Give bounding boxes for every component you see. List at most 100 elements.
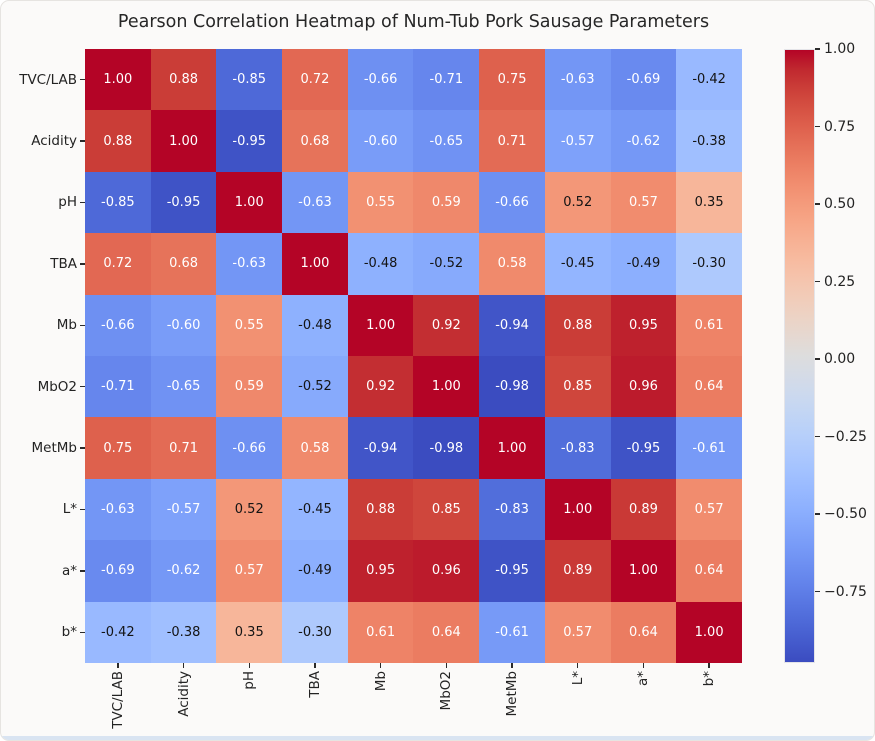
cell-value: -0.60 [363,133,398,149]
cell-value: 0.35 [694,194,724,210]
heatmap-cell-mbo2-tba: -0.52 [282,356,348,418]
cell-value: 0.52 [234,501,264,517]
x-tick-label-text: Acidity [175,671,192,717]
x-tick-mark [642,663,645,668]
x-tick-mark [577,663,579,668]
cell-value: -0.83 [495,501,529,517]
heatmap-cell-metmb-tba: 0.58 [282,417,348,479]
heatmap-cell-l-tba: -0.45 [282,478,348,541]
heatmap-cell-acidity-tvc-lab: 0.88 [85,110,151,172]
cell-value: 0.88 [563,317,593,333]
x-tick-label-text: TVC/LAB [109,671,126,729]
heatmap-cell-acidity-b: -0.38 [676,110,742,172]
heatmap-cell-a-l: 0.89 [544,540,611,602]
y-tick-mark [80,508,85,511]
heatmap-cell-metmb-acidity: 0.71 [150,417,217,479]
cell-value: 0.57 [694,501,724,517]
cell-value: -0.98 [429,440,464,456]
cell-value: 1.00 [234,194,264,210]
y-tick-mark [80,263,85,265]
cell-value: 0.64 [431,624,461,640]
heatmap-cell-metmb-mbo2: -0.98 [413,417,480,479]
heatmap-cell-tba-l: -0.45 [544,233,611,295]
cell-value: -0.30 [298,624,332,640]
cell-value: 0.71 [169,440,199,456]
cell-value: 0.85 [431,501,461,517]
heatmap-cell-a-tvc-lab: -0.69 [85,540,151,602]
heatmap-cell-tba-tvc-lab: 0.72 [85,233,151,295]
x-tick-label-text: MbO2 [438,671,455,711]
cell-value: 0.95 [628,317,658,333]
heatmap-cell-metmb-b: -0.61 [676,417,742,479]
heatmap-cell-metmb-metmb: 1.00 [479,417,545,479]
chart-title: Pearson Correlation Heatmap of Num-Tub P… [117,12,710,32]
cell-value: 0.92 [366,379,396,395]
colorbar-tick-label: −0.75 [824,583,867,600]
heatmap-cell-mbo2-l: 0.85 [544,356,611,418]
x-tick-label-tvc-lab: TVC/LAB [85,671,151,729]
heatmap-cell-metmb-mb: -0.94 [347,417,414,479]
heatmap-cell-acidity-l: -0.57 [544,110,611,172]
heatmap-cell-acidity-mb: -0.60 [347,110,414,172]
x-tick-label-text: a* [635,671,652,687]
y-tick-label-tvc-lab: TVC/LAB [19,71,77,88]
cell-value: -0.60 [166,317,201,333]
cell-value: -0.94 [363,440,398,456]
heatmap-cell-tvc-lab-tba: 0.72 [282,49,348,111]
heatmap-cell-metmb-a: -0.95 [610,417,677,479]
y-tick-mark [80,140,85,142]
cell-value: 0.58 [300,440,330,456]
x-tick-label-b: b* [676,671,742,686]
y-tick-label-metmb: MetMb [31,440,77,457]
cell-value: 0.75 [103,440,133,456]
y-tick-mark [80,386,85,388]
heatmap-cell-l-mb: 0.88 [347,478,414,541]
x-tick-label-ph: pH [216,671,282,690]
cell-value: -0.63 [101,501,135,517]
heatmap-cell-mbo2-a: 0.96 [610,356,677,418]
cell-value: 0.72 [103,256,133,272]
heatmap-cell-tvc-lab-acidity: 0.88 [150,49,217,111]
heatmap-cell-b-mb: 0.61 [347,601,414,663]
y-tick-label-tba: TBA [50,255,77,272]
cell-value: -0.63 [560,72,595,88]
heatmap-cell-mb-b: 0.61 [676,294,742,356]
y-tick-mark [80,447,85,449]
heatmap-cell-acidity-a: -0.62 [610,110,677,172]
heatmap-cell-acidity-tba: 0.68 [282,110,348,172]
cell-value: 1.00 [366,317,396,333]
heatmap-cell-l-ph: 0.52 [216,478,283,541]
y-tick-mark [80,570,85,572]
cell-value: -0.38 [692,133,726,149]
cell-value: -0.49 [626,256,661,272]
cell-value: 0.96 [628,379,658,395]
colorbar-tick-mark [815,590,820,593]
heatmap-grid: 1.00 0.88 -0.85 0.72 -0.66 -0.71 0.75 -0.63 -0.6… [85,49,742,663]
cell-value: -0.71 [101,379,135,395]
cell-value: -0.49 [298,563,332,579]
x-tick-label-text: b* [701,671,718,687]
heatmap-cell-mbo2-ph: 0.59 [216,356,283,418]
colorbar-tick-mark [815,435,820,438]
cell-value: 0.59 [234,379,264,395]
heatmap-cell-mb-tvc-lab: -0.66 [85,294,151,356]
heatmap-cell-mb-acidity: -0.60 [150,294,217,356]
heatmap-cell-mb-metmb: -0.94 [479,294,545,356]
x-tick-mark [708,663,710,668]
cell-value: -0.57 [166,501,201,517]
heatmap-cell-tba-acidity: 0.68 [150,233,217,295]
cell-value: -0.65 [166,379,201,395]
cell-value: 1.00 [300,256,330,272]
cell-value: -0.95 [495,563,529,579]
cell-value: -0.65 [429,133,464,149]
cell-value: 0.85 [563,379,593,395]
cell-value: 0.96 [431,563,461,579]
heatmap-cell-mbo2-acidity: -0.65 [150,356,217,418]
x-tick-mark [511,663,513,668]
bottom-strip [1,736,874,740]
cell-value: 0.68 [300,133,330,149]
heatmap-cell-tba-mbo2: -0.52 [413,233,480,295]
cell-value: 1.00 [497,440,527,456]
heatmap-cell-mbo2-mb: 0.92 [347,356,414,418]
heatmap-cell-a-mbo2: 0.96 [413,540,480,602]
